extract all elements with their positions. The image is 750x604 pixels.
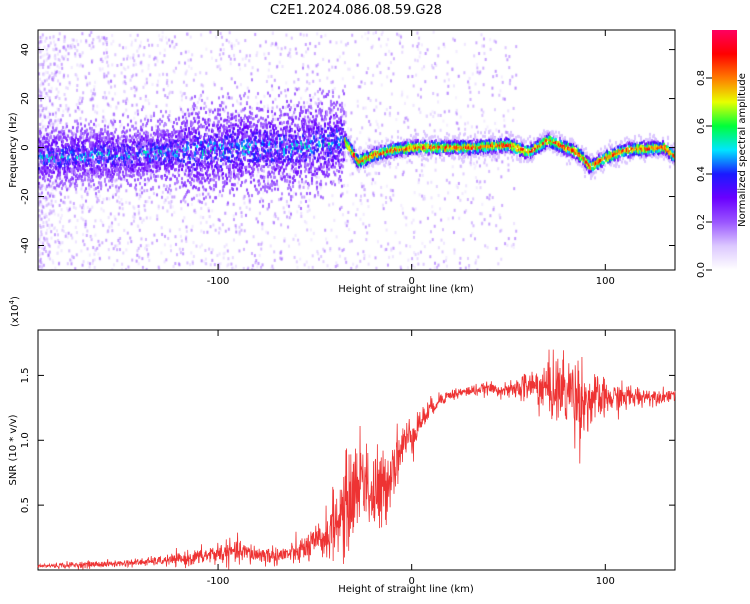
colorbar-tick-label: 0.6 <box>696 118 707 134</box>
spectrogram-panel: -100 0 100 -40 -20 0 20 40 Height of straight l… <box>8 29 676 295</box>
colorbar-bar <box>712 30 737 270</box>
snr-ytick-label: 0.5 <box>20 497 31 513</box>
spectrogram-xtick-label: -100 <box>207 276 230 287</box>
snr-xtick-label: -100 <box>207 576 230 587</box>
snr-xtick-label: 100 <box>596 576 615 587</box>
colorbar-tick-label: 0.8 <box>696 70 707 86</box>
snr-panel: -100 0 100 0.5 1.0 1.5 Height of straight lin… <box>8 296 676 595</box>
snr-xlabel: Height of straight line (km) <box>338 584 474 595</box>
snr-multiplier: (x104) <box>8 296 21 327</box>
spectrogram-ylabel: Frequency (Hz) <box>8 112 19 188</box>
spectrogram-xtick-label: 100 <box>596 276 615 287</box>
spectrogram-xtick-label: 0 <box>408 276 414 287</box>
colorbar-label: Normalized spectral amplitude <box>737 73 748 227</box>
snr-ticks: -100 0 100 0.5 1.0 1.5 <box>20 330 675 587</box>
spectrogram-frame <box>37 29 676 271</box>
snr-ylabel: SNR (10 * v/v) <box>8 414 19 485</box>
colorbar-tick-label: 0.4 <box>696 166 707 182</box>
spectrogram-ticks: -100 0 100 -40 -20 0 20 40 <box>20 30 675 287</box>
spectrogram-ytick-label: 20 <box>20 92 31 105</box>
spectrogram-heatmap <box>38 30 675 270</box>
snr-ytick-label: 1.5 <box>20 367 31 383</box>
colorbar-ticks: 0.0 0.2 0.4 0.6 0.8 <box>696 70 712 278</box>
colorbar-tick-label: 0.0 <box>696 262 707 278</box>
snr-series-line <box>37 349 676 570</box>
colorbar-tick-label: 0.2 <box>696 214 707 230</box>
snr-frame <box>37 329 676 571</box>
chart-title: C2E1.2024.086.08.59.G28 <box>270 3 442 18</box>
colorbar: 0.0 0.2 0.4 0.6 0.8 Normalized spectral ampl… <box>696 30 748 278</box>
snr-xtick-label: 0 <box>408 576 414 587</box>
spectrogram-ytick-label: -20 <box>20 188 31 204</box>
spectrogram-xlabel: Height of straight line (km) <box>338 284 474 295</box>
spectrogram-ytick-label: 40 <box>20 43 31 56</box>
spectrogram-ytick-label: -40 <box>20 237 31 253</box>
snr-ytick-label: 1.0 <box>20 432 31 448</box>
spectrogram-ytick-label: 0 <box>20 144 31 150</box>
